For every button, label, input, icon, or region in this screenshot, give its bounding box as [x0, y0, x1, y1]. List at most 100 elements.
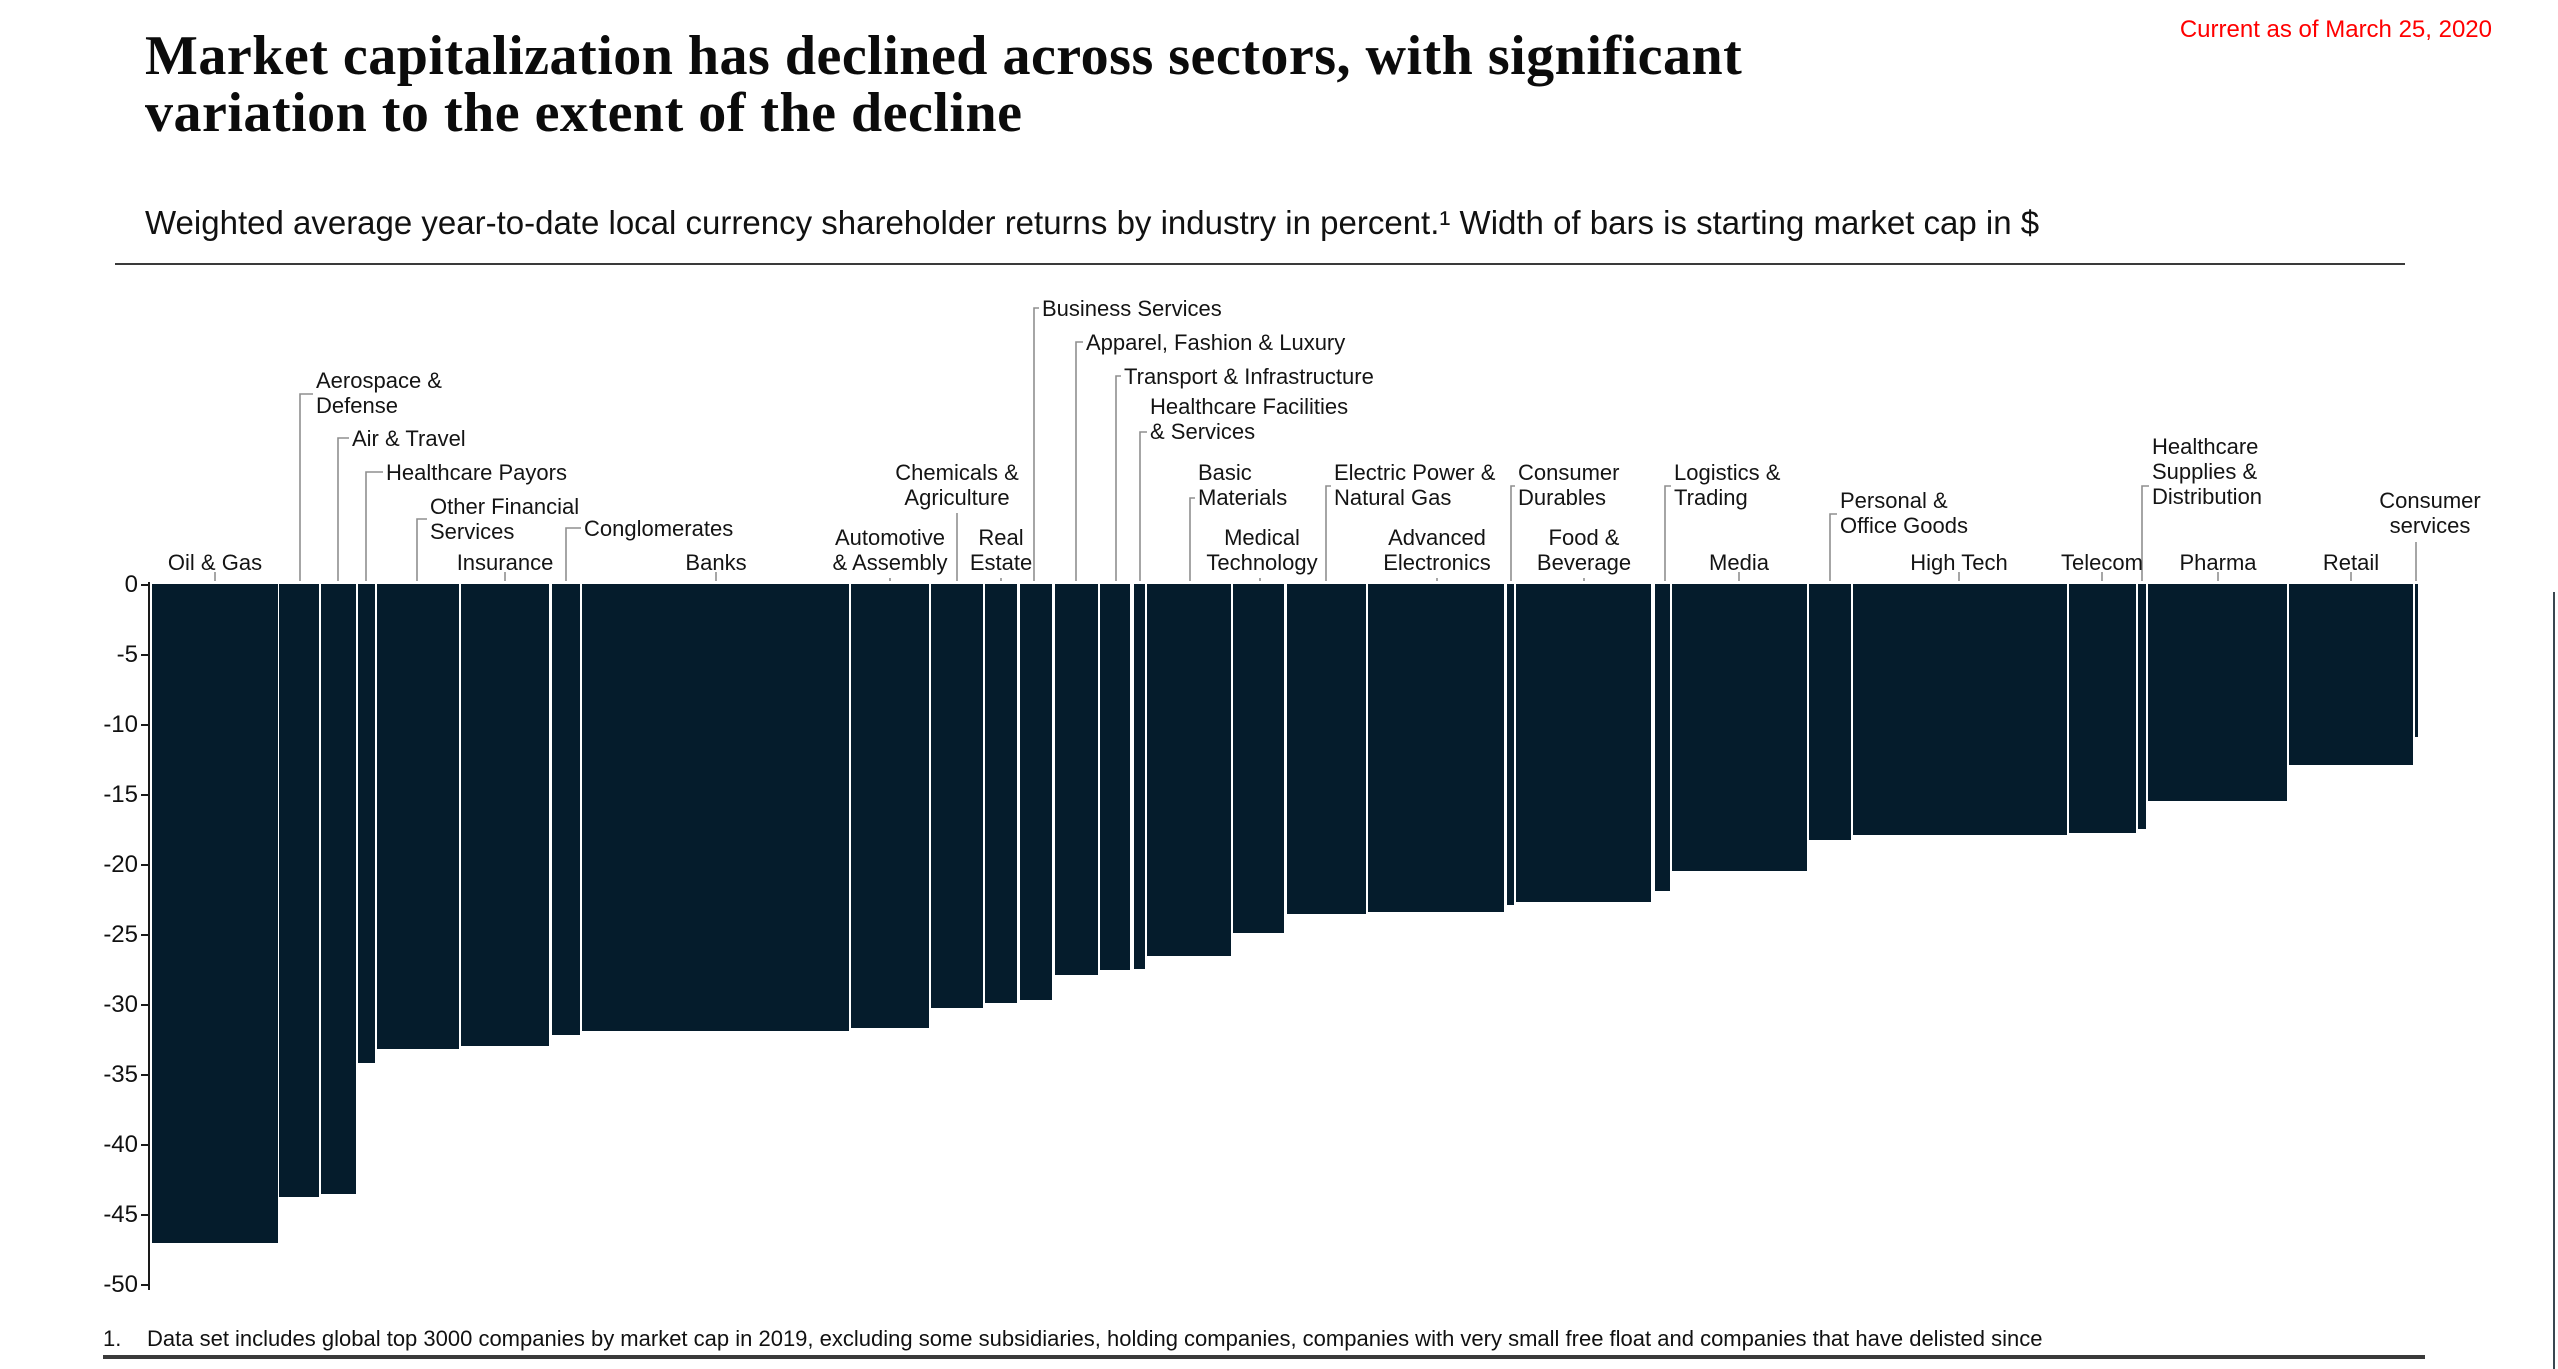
bar-automotive-assembly — [851, 584, 929, 1028]
bar-apparel-fashion-luxury — [1055, 584, 1098, 975]
connector-apparel-fashion-luxury — [1075, 341, 1083, 581]
sector-label-line: Materials — [1198, 485, 1288, 510]
bar-air-travel — [321, 584, 356, 1194]
sector-label-line: Medical — [1224, 525, 1300, 550]
y-axis-line — [148, 582, 150, 1290]
y-axis-tick-mark — [141, 864, 148, 866]
sector-label-line: Distribution — [2152, 484, 2263, 509]
bar-oil-gas — [152, 584, 278, 1243]
sector-label-line: Office Goods — [1840, 513, 1968, 538]
connector-aerospace-defense — [299, 393, 313, 581]
sector-label-line: Transport & Infrastructure — [1124, 364, 1374, 389]
sector-label-line: Healthcare Facilities — [1150, 394, 1349, 419]
y-axis-tick-label: -50 — [103, 1271, 138, 1298]
window-edge-line — [2553, 592, 2555, 1369]
sector-label-line: & Assembly — [832, 550, 948, 575]
label-media: Media — [1709, 550, 1769, 575]
sector-label-line: Business Services — [1042, 296, 1222, 321]
bar-basic-materials — [1147, 584, 1231, 956]
label-healthcare-supplies-distribution: Healthcare Supplies & Distribution — [2152, 434, 2262, 509]
bar-banks — [582, 584, 849, 1031]
connector-healthcare-supplies-distribution — [2141, 485, 2149, 581]
sector-label-line: Advanced — [1388, 525, 1486, 550]
sector-label-line: Air & Travel — [352, 426, 466, 451]
connector-logistics-trading — [1664, 485, 1671, 581]
y-axis-tick-label: -20 — [103, 851, 138, 878]
sector-label-line: Electric Power & — [1334, 460, 1496, 485]
sector-label-line: Chemicals & — [895, 460, 1019, 485]
label-electric-power-natural-gas: Electric Power & Natural Gas — [1334, 460, 1495, 510]
sector-label-line: Healthcare Payors — [386, 460, 567, 485]
sector-label-line: Conglomerates — [584, 516, 734, 541]
y-axis-tick-mark — [141, 1004, 148, 1006]
connector-other-financial-services — [416, 518, 427, 581]
y-axis-tick-label: -45 — [103, 1201, 138, 1228]
label-retail: Retail — [2323, 550, 2379, 575]
y-axis-tick-mark — [141, 1284, 148, 1286]
sector-label-line: Defense — [316, 393, 398, 418]
bar-high-tech — [1853, 584, 2067, 835]
bar-business-services — [1020, 584, 1052, 1000]
label-healthcare-payors: Healthcare Payors — [386, 460, 567, 485]
connector-business-services — [1033, 307, 1039, 581]
bar-electric-power-natural-gas — [1287, 584, 1366, 914]
sector-label-line: Healthcare — [2152, 434, 2259, 459]
bar-real-estate — [985, 584, 1017, 1003]
connector-healthcare-payors — [365, 471, 383, 581]
sector-label-line: Trading — [1674, 485, 1748, 510]
bar-other-financial-services — [377, 584, 459, 1049]
sector-label-line: Automotive — [834, 525, 946, 550]
bar-personal-office-goods — [1809, 584, 1851, 840]
connector-consumer-durables — [1510, 485, 1515, 581]
bottom-divider — [103, 1355, 2425, 1359]
bar-consumer-durables — [1507, 584, 1514, 905]
connector-air-travel — [337, 437, 349, 581]
label-personal-office-goods: Personal & Office Goods — [1840, 488, 1968, 538]
current-as-of-note: Current as of March 25, 2020 — [2179, 16, 2492, 43]
label-conglomerates: Conglomerates — [584, 516, 733, 541]
y-axis-tick-label: -25 — [103, 921, 138, 948]
label-apparel-fashion-luxury: Apparel, Fashion & Luxury — [1086, 330, 1345, 355]
label-oil-gas: Oil & Gas — [168, 550, 262, 575]
bar-healthcare-payors — [358, 584, 375, 1063]
y-axis-tick-mark — [141, 1074, 148, 1076]
bar-healthcare-facilities-services — [1134, 584, 1145, 969]
y-axis-tick-label: -35 — [103, 1061, 138, 1088]
bar-insurance — [461, 584, 549, 1046]
bar-consumer-services — [2415, 584, 2418, 737]
y-axis-tick-mark — [141, 654, 148, 656]
y-axis-tick-label: -10 — [103, 711, 138, 738]
bar-food-beverage — [1516, 584, 1651, 902]
label-basic-materials: Basic Materials — [1198, 460, 1287, 510]
sector-label-line: Pharma — [2179, 550, 2257, 575]
sector-label-line: Consumer — [2379, 488, 2481, 513]
sector-label-line: Basic — [1198, 460, 1252, 485]
sector-label-line: Apparel, Fashion & Luxury — [1086, 330, 1346, 355]
label-pharma: Pharma — [2179, 550, 2256, 575]
y-axis-tick-label: -40 — [103, 1131, 138, 1158]
bar-telecom — [2069, 584, 2136, 833]
label-advanced-electronics: Advanced Electronics — [1383, 525, 1491, 575]
connector-healthcare-facilities-services — [1139, 431, 1147, 581]
bar-advanced-electronics — [1368, 584, 1504, 912]
label-automotive-assembly: Automotive & Assembly — [833, 525, 948, 575]
label-consumer-durables: Consumer Durables — [1518, 460, 1619, 510]
connector-transport-infrastructure — [1115, 375, 1121, 581]
label-medical-technology: Medical Technology — [1206, 525, 1317, 575]
sector-label-line: Supplies & — [2152, 459, 2258, 484]
sector-label-line: Banks — [685, 550, 747, 575]
label-business-services: Business Services — [1042, 296, 1222, 321]
sector-label-line: Logistics & — [1674, 460, 1781, 485]
y-axis-tick-mark — [141, 584, 148, 586]
title-line-2: variation to the extent of the decline — [145, 82, 1023, 144]
sector-label-line: Services — [430, 519, 515, 544]
label-telecom: Telecom — [2061, 550, 2143, 575]
label-transport-infrastructure: Transport & Infrastructure — [1124, 364, 1374, 389]
sector-label-line: Beverage — [1536, 550, 1632, 575]
sector-label-line: Durables — [1518, 485, 1607, 510]
label-insurance: Insurance — [457, 550, 554, 575]
sector-label-line: services — [2389, 513, 2471, 538]
sector-label-line: Food & — [1548, 525, 1620, 550]
